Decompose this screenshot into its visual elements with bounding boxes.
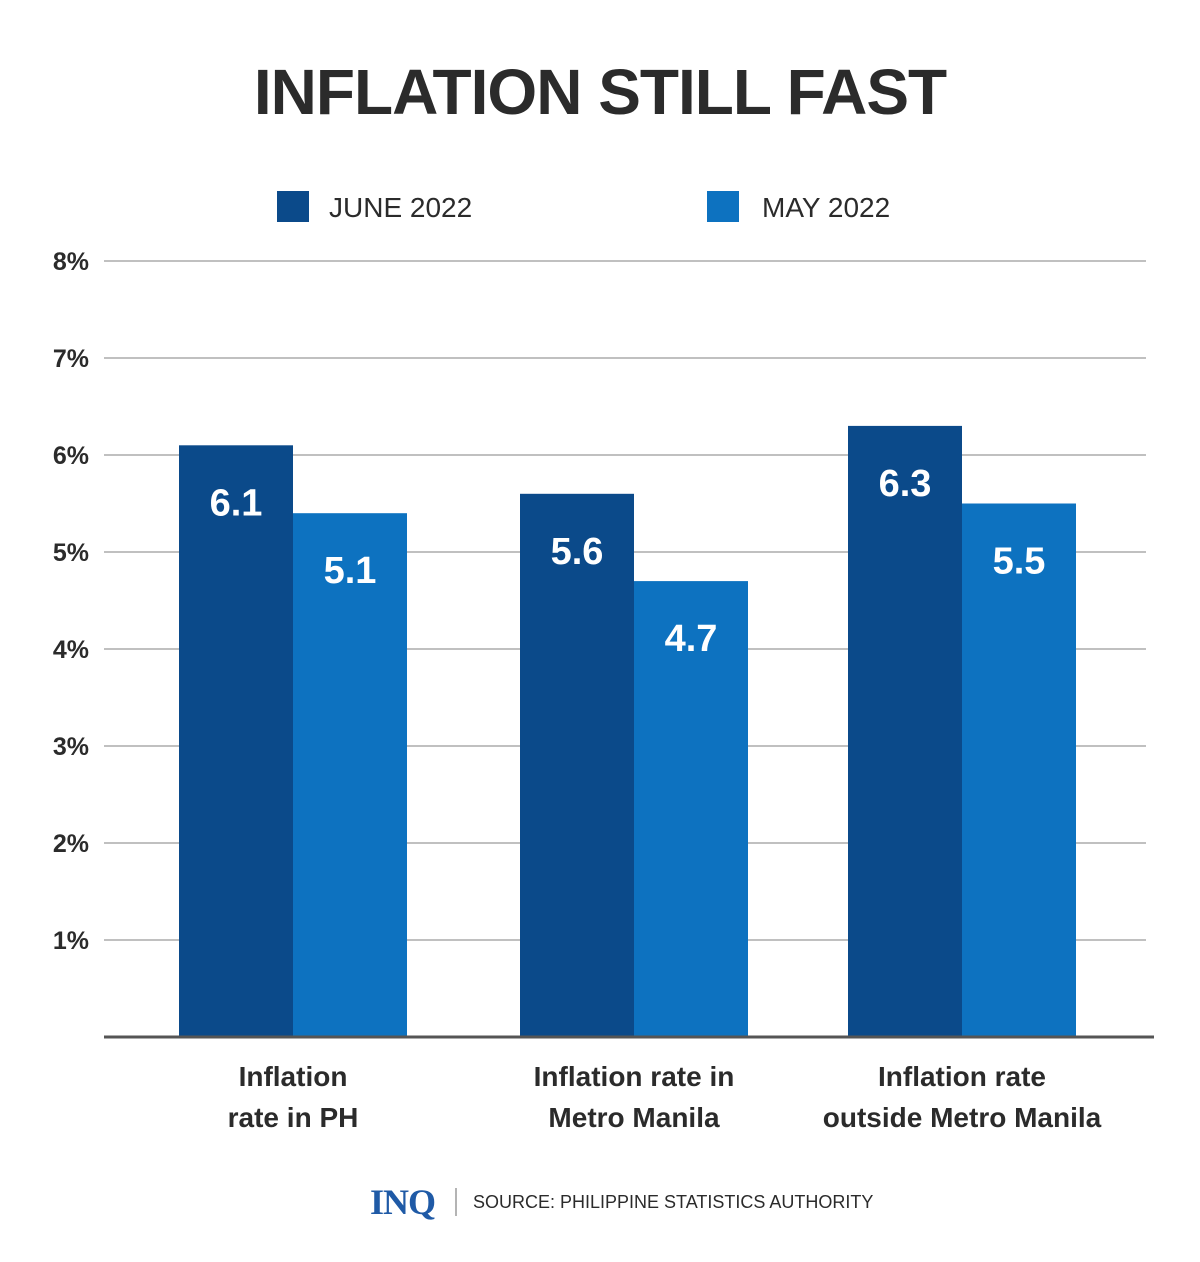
bar-2-may (634, 581, 748, 1037)
bar-1-may (293, 513, 407, 1037)
category-label-2-line-2: Metro Manila (548, 1102, 720, 1133)
y-axis-ticks: 1% 2% 3% 4% 5% 6% 7% 8% (53, 248, 89, 955)
category-label-1-line-1: Inflation (239, 1061, 348, 1092)
category-label-2-line-1: Inflation rate in (534, 1061, 735, 1092)
category-label-1-line-2: rate in PH (228, 1102, 359, 1133)
y-tick-label-1: 1% (53, 927, 89, 955)
bar-3-may (962, 503, 1076, 1037)
legend-label-2: MAY 2022 (762, 192, 890, 223)
footer: INQ SOURCE: PHILIPPINE STATISTICS AUTHOR… (370, 1182, 873, 1222)
y-tick-label-4: 4% (53, 636, 89, 664)
value-label-2-june: 5.6 (551, 531, 604, 573)
legend-swatch-2 (707, 191, 739, 222)
value-label-3-june: 6.3 (879, 463, 932, 505)
y-tick-label-2: 2% (53, 830, 89, 858)
inq-logo: INQ (370, 1182, 435, 1222)
source-text: SOURCE: PHILIPPINE STATISTICS AUTHORITY (473, 1192, 873, 1212)
y-tick-label-5: 5% (53, 539, 89, 567)
y-tick-label-6: 6% (53, 442, 89, 470)
bars (179, 425, 1076, 1037)
chart-title: INFLATION STILL FAST (254, 56, 947, 128)
legend-swatch-1 (277, 191, 309, 222)
bar-2-june (520, 493, 634, 1037)
category-label-3-line-2: outside Metro Manila (823, 1102, 1102, 1133)
category-label-3-line-1: Inflation rate (878, 1061, 1046, 1092)
y-tick-label-3: 3% (53, 733, 89, 761)
category-labels: Inflation rate in PH Inflation rate in Metr… (228, 1061, 1102, 1133)
legend: JUNE 2022 MAY 2022 (277, 191, 890, 223)
bar-3-june (848, 425, 962, 1037)
bar-1-june (179, 445, 293, 1037)
value-label-2-may: 4.7 (665, 618, 718, 660)
legend-label-1: JUNE 2022 (329, 192, 472, 223)
y-tick-label-7: 7% (53, 345, 89, 373)
value-label-1-june: 6.1 (210, 482, 263, 524)
value-labels: 6.1 5.1 5.6 4.7 6.3 5.5 (210, 463, 1046, 660)
value-label-3-may: 5.5 (993, 541, 1046, 583)
value-label-1-may: 5.1 (324, 550, 377, 592)
y-tick-label-8: 8% (53, 248, 89, 276)
